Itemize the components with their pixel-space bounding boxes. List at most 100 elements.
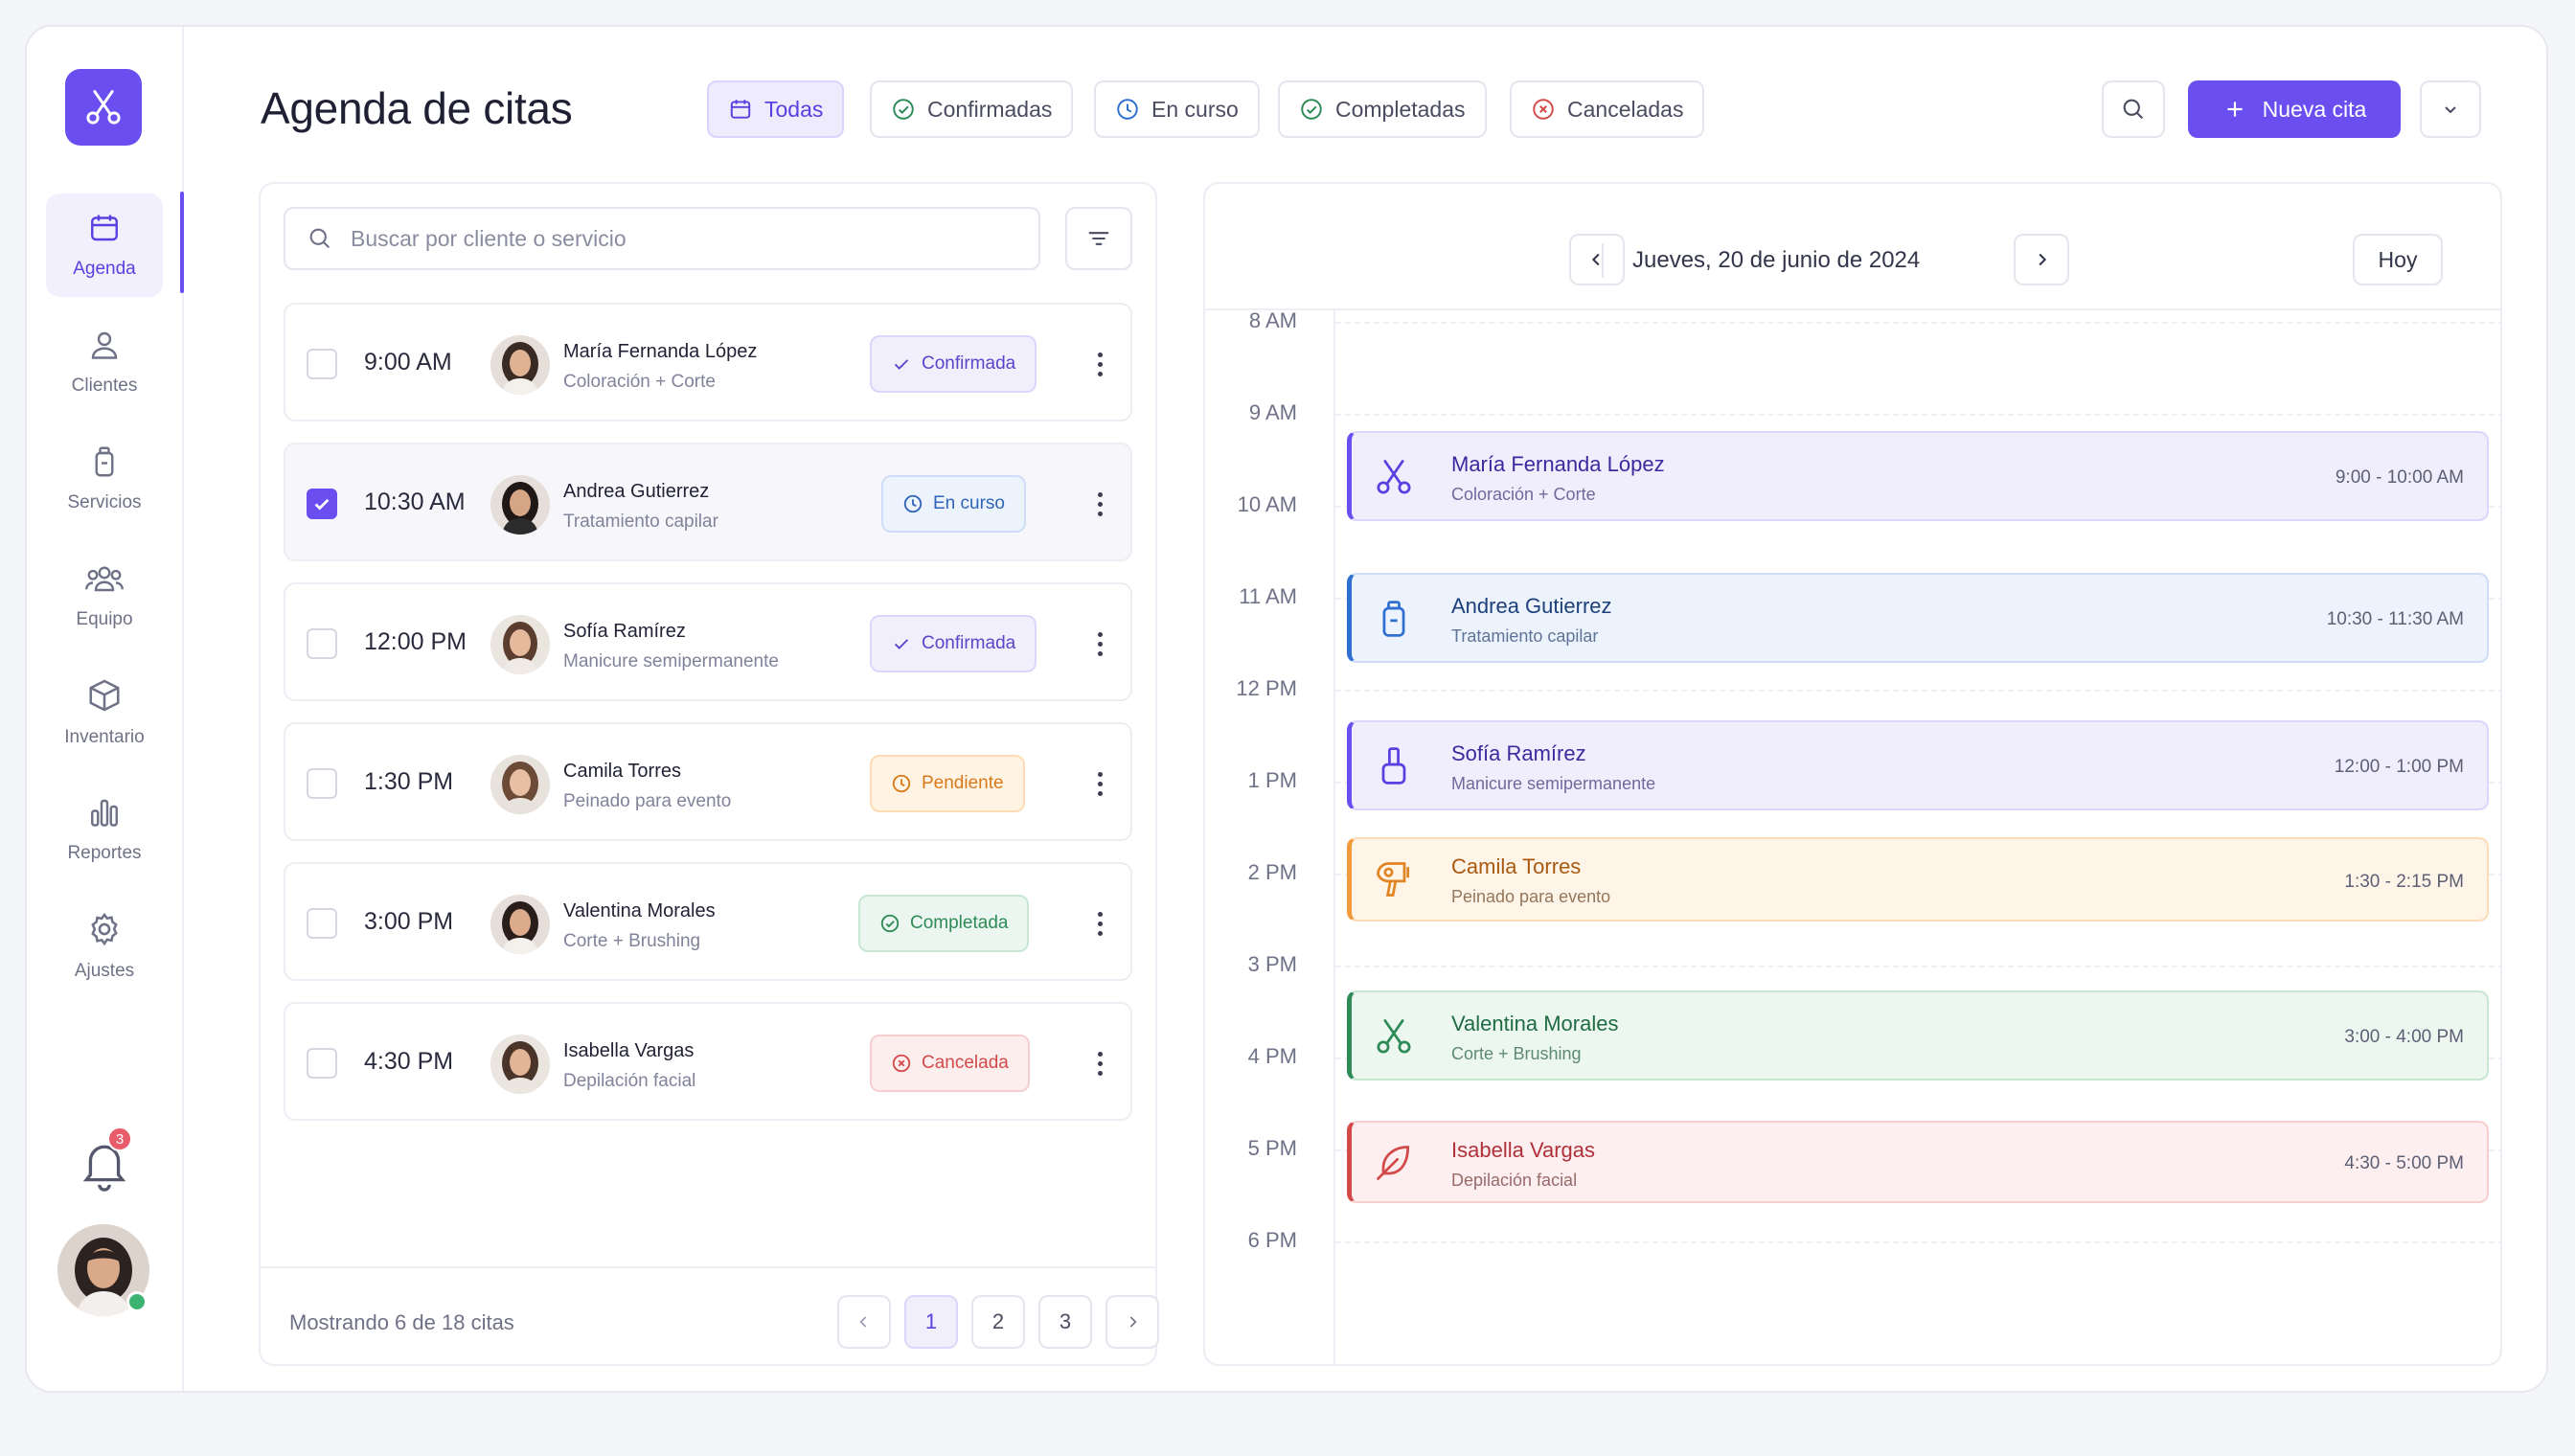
client-name: Sofía Ramírez [563, 621, 686, 642]
search-button[interactable] [2102, 80, 2165, 138]
row-checkbox[interactable] [307, 628, 337, 659]
sidebar-item-agenda[interactable]: Agenda [46, 193, 163, 297]
filter-canceladas[interactable]: Canceladas [1510, 80, 1705, 138]
avatar [490, 1035, 550, 1094]
service-name: Peinado para evento [563, 791, 732, 811]
list-item[interactable]: 3:00 PM Valentina Morales Corte + Brushi… [284, 862, 1132, 981]
bell-icon[interactable] [80, 1136, 128, 1194]
prev-day-button[interactable] [1569, 234, 1625, 285]
sidebar-item-label: Ajustes [74, 961, 135, 981]
filter-button[interactable] [1065, 207, 1132, 270]
filter-lines-icon [1088, 232, 1109, 245]
calendar-event[interactable]: Isabella Vargas Depilación facial 4:30 -… [1347, 1121, 2489, 1203]
new-appointment-button[interactable]: Nueva cita [2188, 80, 2401, 138]
row-checkbox[interactable] [307, 768, 337, 799]
kebab-menu-icon[interactable] [1090, 902, 1109, 944]
list-item[interactable]: 10:30 AM Andrea Gutierrez Tratamiento ca… [284, 443, 1132, 561]
row-checkbox[interactable] [307, 349, 337, 379]
kebab-menu-icon[interactable] [1090, 623, 1109, 665]
calendar-panel: Jueves, 20 de junio de 2024 Hoy 8 AM 9 AM… [1203, 182, 2502, 1366]
x-circle-icon [1533, 99, 1554, 120]
hour-label: 9 AM [1248, 400, 1297, 424]
client-name: Isabella Vargas [563, 1040, 695, 1061]
bottle-icon [95, 446, 114, 477]
service-name: Coloración + Corte [563, 372, 716, 392]
service-name: Depilación facial [563, 1071, 696, 1091]
sidebar: Agenda Clientes Servicios Equipo Inventa… [27, 27, 184, 1391]
status-badge: Pendiente [870, 755, 1025, 812]
kebab-menu-icon[interactable] [1090, 343, 1109, 385]
more-options-button[interactable] [2420, 80, 2481, 138]
hour-label: 8 AM [1248, 308, 1297, 332]
filter-todas[interactable]: Todas [707, 80, 845, 138]
pagination-page-2[interactable]: 2 [971, 1295, 1025, 1349]
search-field[interactable] [284, 207, 1040, 270]
status-label: Cancelada [922, 1053, 1009, 1073]
list-item[interactable]: 4:30 PM Isabella Vargas Depilación facia… [284, 1002, 1132, 1121]
hour-label: 10 AM [1237, 492, 1297, 516]
row-checkbox[interactable] [307, 1048, 337, 1079]
clock-icon [903, 494, 923, 513]
appointment-time: 12:00 PM [364, 628, 467, 655]
hair-dryer-icon [1377, 862, 1410, 897]
appointments-list-panel: 9:00 AM María Fernanda López Coloración … [259, 182, 1159, 1366]
filter-confirmadas[interactable]: Confirmadas [870, 80, 1074, 138]
pagination-next-button[interactable] [1105, 1295, 1159, 1349]
chevron-right-icon [2039, 253, 2047, 266]
event-client-name: Sofía Ramírez [1451, 741, 1586, 765]
sidebar-item-label: Equipo [76, 609, 133, 629]
sidebar-item-clientes[interactable]: Clientes [46, 310, 163, 414]
calendar-date: Jueves, 20 de junio de 2024 [1632, 247, 1921, 273]
status-badge: Confirmada [870, 615, 1037, 672]
pagination-page-3[interactable]: 3 [1038, 1295, 1092, 1349]
hour-label: 3 PM [1247, 952, 1297, 976]
calendar-event[interactable]: Camila Torres Peinado para evento 1:30 -… [1347, 837, 2489, 921]
avatar [490, 615, 550, 674]
search-input[interactable] [351, 225, 1002, 252]
pagination-prev-button[interactable] [837, 1295, 891, 1349]
search-icon [309, 228, 330, 249]
pagination-page-1[interactable]: 1 [904, 1295, 958, 1349]
active-nav-indicator [180, 192, 184, 293]
kebab-menu-icon[interactable] [1090, 1042, 1109, 1084]
sidebar-item-label: Inventario [64, 727, 145, 747]
kebab-menu-icon[interactable] [1090, 483, 1109, 525]
calendar-header-divider [1205, 308, 2500, 310]
sidebar-item-ajustes[interactable]: Ajustes [46, 895, 163, 998]
filter-en-curso[interactable]: En curso [1094, 80, 1260, 138]
status-label: Confirmada [922, 353, 1016, 374]
list-footer-divider [261, 1266, 1155, 1268]
scissors-icon [1377, 460, 1411, 494]
calendar-event[interactable]: Valentina Morales Corte + Brushing 3:00 … [1347, 990, 2489, 1081]
hour-label: 11 AM [1239, 584, 1297, 608]
bottle-icon [1382, 601, 1405, 637]
calendar-event[interactable]: Sofía Ramírez Manicure semipermanente 12… [1347, 720, 2489, 810]
logo[interactable] [65, 69, 142, 146]
sidebar-item-equipo[interactable]: Equipo [46, 544, 163, 648]
sidebar-item-inventario[interactable]: Inventario [46, 661, 163, 764]
row-checkbox[interactable] [307, 908, 337, 939]
sidebar-item-label: Agenda [73, 259, 136, 279]
calendar-event[interactable]: María Fernanda López Coloración + Corte … [1347, 431, 2489, 521]
chevron-down-icon [2445, 106, 2456, 114]
chevron-right-icon [1129, 1316, 1137, 1328]
sidebar-item-servicios[interactable]: Servicios [46, 427, 163, 531]
list-item[interactable]: 12:00 PM Sofía Ramírez Manicure semiperm… [284, 582, 1132, 701]
feather-icon [1377, 1146, 1410, 1180]
calendar-event[interactable]: Andrea Gutierrez Tratamiento capilar 10:… [1347, 573, 2489, 663]
today-button[interactable]: Hoy [2353, 234, 2443, 285]
list-item[interactable]: 9:00 AM María Fernanda López Coloración … [284, 303, 1132, 421]
appointment-time: 3:00 PM [364, 908, 454, 935]
hour-label: 5 PM [1247, 1136, 1297, 1160]
row-checkbox[interactable] [307, 489, 337, 519]
list-item[interactable]: 1:30 PM Camila Torres Peinado para event… [284, 722, 1132, 841]
sidebar-item-reportes[interactable]: Reportes [46, 778, 163, 881]
scissors-icon [86, 90, 121, 125]
next-day-button[interactable] [2014, 234, 2069, 285]
event-client-name: Camila Torres [1451, 854, 1582, 878]
kebab-menu-icon[interactable] [1090, 762, 1109, 805]
calendar-icon [730, 100, 751, 119]
hour-grid-line [1335, 322, 2500, 324]
filter-completadas[interactable]: Completadas [1278, 80, 1487, 138]
hour-label: 12 PM [1236, 676, 1297, 700]
